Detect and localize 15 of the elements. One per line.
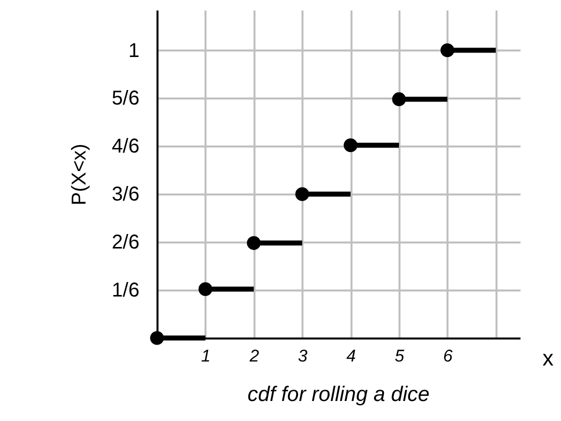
x-tick-label: 6	[443, 346, 454, 366]
y-tick-label: 3/6	[112, 184, 140, 206]
y-tick-label: 2/6	[112, 232, 140, 254]
x-tick-label: 1	[201, 346, 211, 366]
y-axis-title: P(X<x)	[68, 144, 91, 206]
x-tick-label: 5	[394, 346, 405, 366]
x-tick-label: 2	[248, 346, 260, 366]
text: cdf for rolling a dice	[247, 383, 430, 406]
y-tick-label: 1/6	[112, 280, 140, 302]
x-tick-label: 4	[346, 346, 356, 366]
x-tick-label: 3	[298, 346, 308, 366]
x-axis-title: x	[542, 346, 554, 370]
y-tick-label: 4/6	[112, 136, 140, 158]
y-tick-label: 1	[128, 40, 140, 62]
y-tick-label: 5/6	[112, 88, 140, 110]
